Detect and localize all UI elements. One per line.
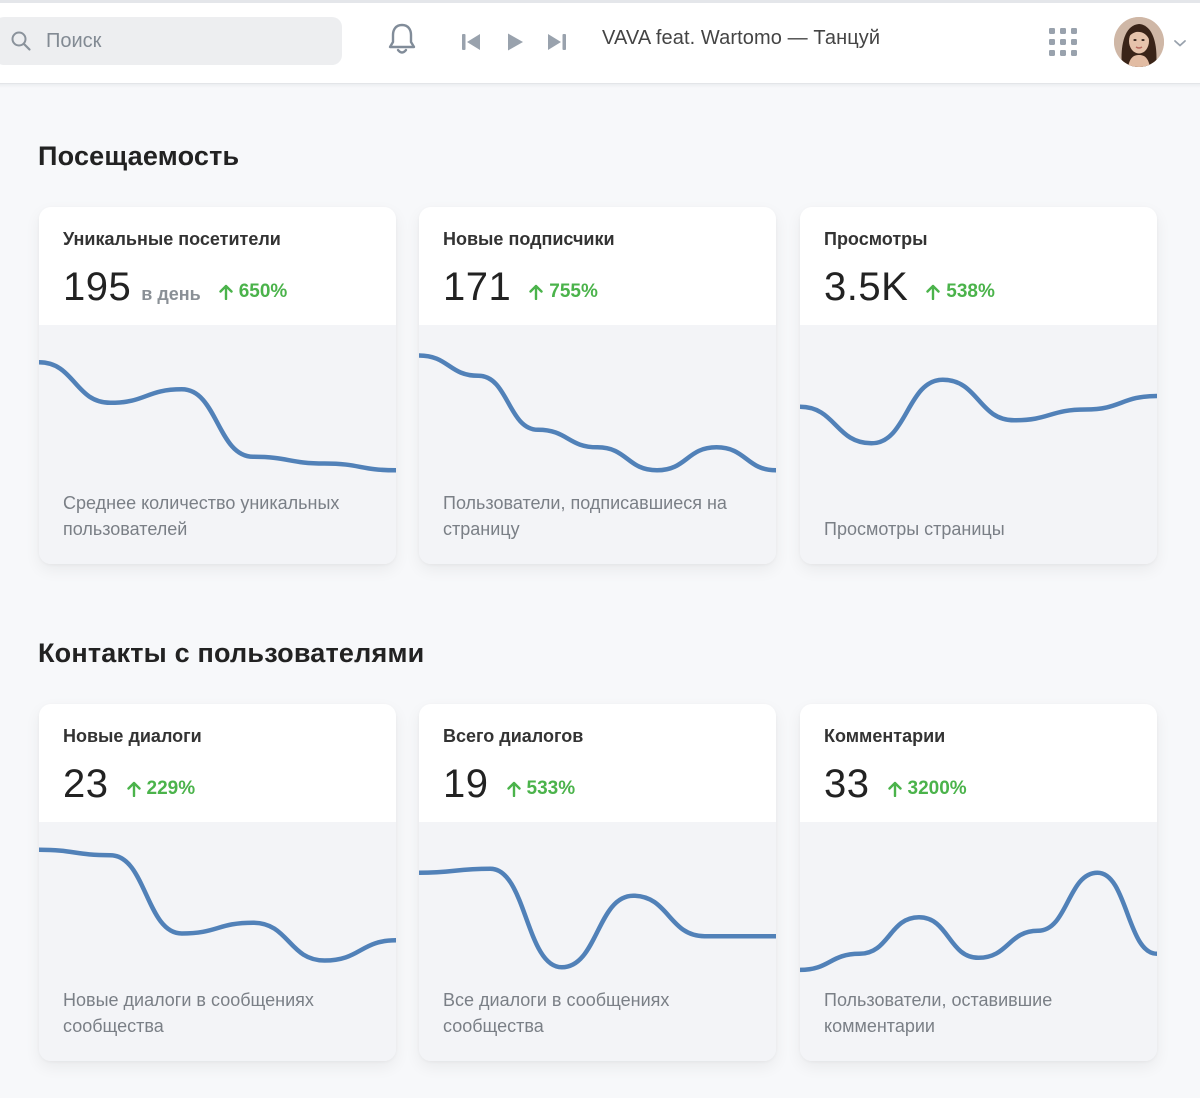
stat-card-views[interactable]: Просмотры 3.5K 538% Просмотры страницы <box>800 207 1157 564</box>
search-box[interactable] <box>0 17 342 65</box>
card-description: Пользователи, подписавшиеся на страницу <box>443 493 727 539</box>
trend-chart <box>800 377 1157 446</box>
card-title: Комментарии <box>824 726 946 746</box>
card-description: Все диалоги в сообщениях сообщества <box>443 990 670 1036</box>
section-title-contacts: Контакты с пользователями <box>38 638 425 668</box>
now-playing-track[interactable]: VAVA feat. Wartomo — Танцуй <box>602 27 881 49</box>
profile-menu-toggle[interactable] <box>1170 33 1190 53</box>
avatar-image <box>1114 17 1164 67</box>
metric-value: 19 <box>443 762 489 806</box>
arrow-up-icon <box>529 284 543 300</box>
growth-badge: 3200% <box>887 778 967 800</box>
card-metric: 33 3200% <box>824 762 967 807</box>
trend-chart <box>800 870 1157 973</box>
previous-track-icon <box>462 34 480 50</box>
section-title-attendance: Посещаемость <box>38 141 240 171</box>
card-metric: 3.5K 538% <box>824 265 995 310</box>
trend-chart <box>39 847 396 963</box>
notifications-button[interactable] <box>384 19 420 59</box>
top-bar-shadow <box>0 84 1200 88</box>
card-title: Новые диалоги <box>63 726 202 746</box>
apps-grid-icon <box>1049 28 1077 56</box>
trend-line <box>800 377 1157 446</box>
card-title: Всего диалогов <box>443 726 584 746</box>
growth-badge: 229% <box>126 778 196 800</box>
search-icon <box>11 31 31 51</box>
metric-value: 33 <box>824 762 870 806</box>
metric-value: 195 <box>63 265 132 309</box>
arrow-up-icon <box>126 781 141 797</box>
next-track-button[interactable] <box>544 29 570 55</box>
chevron-down-icon <box>1174 40 1186 47</box>
card-title: Новые подписчики <box>443 229 615 249</box>
growth-value: 650% <box>238 281 288 302</box>
metric-unit: в день <box>141 284 201 304</box>
metric-value: 3.5K <box>824 265 909 309</box>
card-description: Новые диалоги в сообщениях сообщества <box>63 990 314 1036</box>
card-description: Среднее количество уникальных пользовате… <box>63 493 340 539</box>
avatar[interactable] <box>1114 17 1164 67</box>
card-metric: 171 755% <box>443 265 598 310</box>
card-description: Просмотры страницы <box>824 519 1005 539</box>
stat-card-new-subscribers[interactable]: Новые подписчики 171 755% Пользователи, … <box>419 207 776 564</box>
next-track-icon <box>548 34 566 50</box>
arrow-up-icon <box>219 284 233 300</box>
trend-line <box>800 870 1157 973</box>
search-input[interactable] <box>44 28 328 54</box>
trend-chart <box>419 866 776 970</box>
trend-line <box>419 353 776 473</box>
trend-line <box>39 847 396 963</box>
stat-card-comments[interactable]: Комментарии 33 3200% Пользователи, остав… <box>800 704 1157 1061</box>
top-bar: VAVA feat. Wartomo — Танцуй <box>0 0 1200 84</box>
trend-chart <box>419 353 776 473</box>
card-metric: 19 533% <box>443 762 575 807</box>
card-description: Пользователи, оставившие комментарии <box>824 990 1053 1036</box>
card-metric: 195 в день 650% <box>63 265 287 310</box>
metric-value: 23 <box>63 762 109 806</box>
play-icon <box>508 33 523 51</box>
growth-value: 229% <box>146 778 196 799</box>
growth-value: 533% <box>526 778 576 799</box>
card-title: Уникальные посетители <box>63 229 281 249</box>
arrow-up-icon <box>506 781 521 797</box>
arrow-up-icon <box>887 781 902 797</box>
metric-value: 171 <box>443 265 512 309</box>
growth-value: 3200% <box>907 778 967 799</box>
apps-menu-button[interactable] <box>1046 25 1080 59</box>
growth-badge: 650% <box>219 281 288 303</box>
stat-card-total-dialogs[interactable]: Всего диалогов 19 533% Все диалоги в соо… <box>419 704 776 1061</box>
stat-card-unique-visitors[interactable]: Уникальные посетители 195 в день 650% Ср… <box>39 207 396 564</box>
card-metric: 23 229% <box>63 762 195 807</box>
bell-icon <box>388 23 416 54</box>
trend-line <box>419 866 776 970</box>
trend-chart <box>39 360 396 473</box>
trend-line <box>39 360 396 473</box>
play-button[interactable] <box>502 29 528 55</box>
growth-value: 538% <box>946 281 995 302</box>
growth-badge: 533% <box>506 778 576 800</box>
previous-track-button[interactable] <box>458 29 484 55</box>
growth-badge: 538% <box>926 281 995 303</box>
arrow-up-icon <box>926 284 940 300</box>
growth-badge: 755% <box>529 281 598 303</box>
stat-card-new-dialogs[interactable]: Новые диалоги 23 229% Новые диалоги в со… <box>39 704 396 1061</box>
card-title: Просмотры <box>824 229 928 249</box>
growth-value: 755% <box>549 281 598 302</box>
